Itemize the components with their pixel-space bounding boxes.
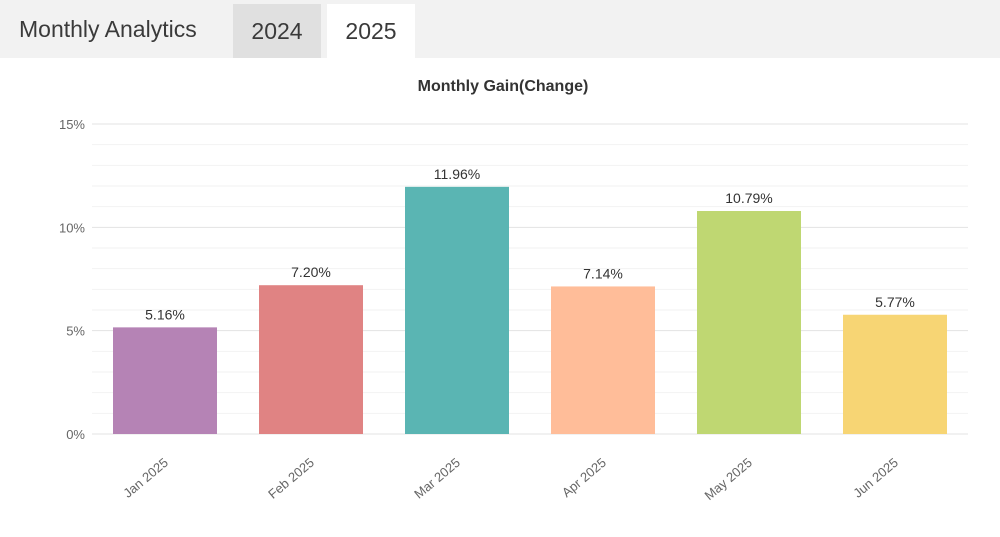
y-tick-label: 0% [66,427,85,442]
header-bar: Monthly Analytics 2024 2025 [0,0,1000,58]
gridlines [92,123,968,435]
bar-value-label: 7.20% [291,264,331,280]
x-axis: Jan 2025 Feb 2025 Mar 2025 Apr 2025 May 2025… [120,455,901,503]
tab-2025[interactable]: 2025 [327,4,415,58]
y-tick-label: 15% [59,117,85,132]
bar-may-2025[interactable] [697,211,801,434]
tab-2024[interactable]: 2024 [233,4,321,58]
x-tick-label: Feb 2025 [265,455,317,502]
chart-area: Monthly Gain(Change) 0% 5% 10% 15% 5.16% 7.2… [0,58,1000,532]
x-tick-label: Mar 2025 [411,455,463,502]
page-title: Monthly Analytics [19,16,197,42]
bar-jun-2025[interactable] [843,314,947,434]
bar-apr-2025[interactable] [551,286,655,434]
bar-value-label: 7.14% [583,265,623,281]
chart-title: Monthly Gain(Change) [418,78,589,95]
bar-value-label: 10.79% [725,190,772,206]
bar-jan-2025[interactable] [113,327,217,434]
bar-feb-2025[interactable] [259,285,363,434]
bar-value-label: 11.96% [434,166,480,182]
bar-value-labels: 5.16% 7.20% 11.96% 7.14% 10.79% 5.77% [145,166,915,323]
bars [113,186,947,434]
y-axis: 0% 5% 10% 15% [59,117,85,442]
x-tick-label: Apr 2025 [559,455,609,500]
bar-chart: Monthly Gain(Change) 0% 5% 10% 15% 5.16% 7.2… [59,78,968,503]
x-tick-label: May 2025 [702,455,755,503]
bar-value-label: 5.77% [875,294,915,310]
y-tick-label: 5% [66,324,85,339]
bar-mar-2025[interactable] [405,186,509,434]
bar-value-label: 5.16% [145,306,185,322]
y-tick-label: 10% [59,220,85,235]
x-tick-label: Jun 2025 [850,455,901,501]
x-tick-label: Jan 2025 [120,455,171,501]
